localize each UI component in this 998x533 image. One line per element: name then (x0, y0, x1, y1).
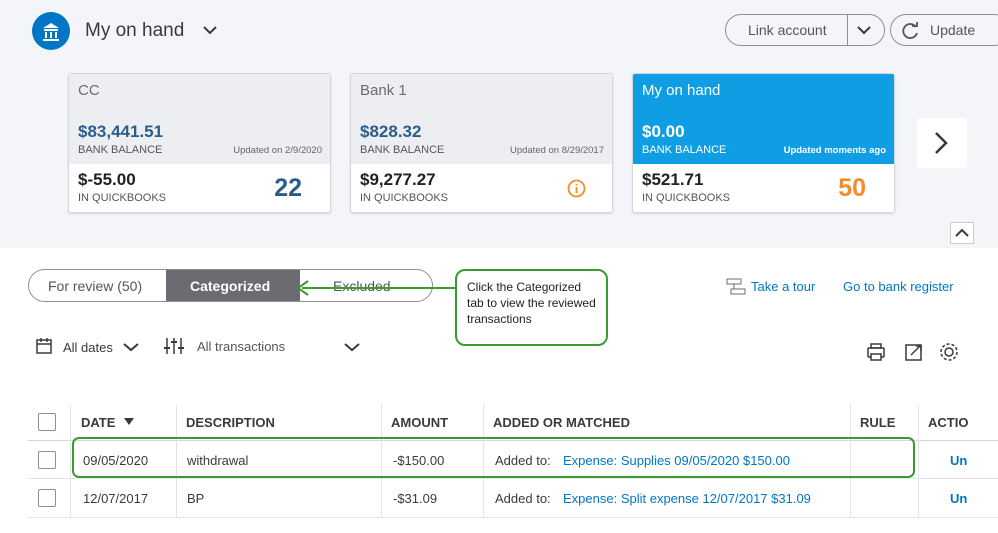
dropdown[interactable] (857, 25, 871, 35)
calendar-icon (36, 338, 52, 354)
next-button[interactable] (917, 118, 967, 168)
description: BP (187, 491, 205, 506)
col-line (176, 405, 177, 518)
checkbox[interactable] (38, 413, 56, 431)
count: 22 (274, 174, 302, 202)
column-header[interactable]: DATE (81, 415, 116, 430)
link-account-button[interactable] (725, 14, 885, 46)
card-name: My on hand (642, 82, 721, 99)
update-button[interactable] (890, 14, 998, 46)
callout-arrow (296, 280, 455, 296)
action[interactable]: Un (950, 453, 968, 468)
added-label: Added to: (495, 453, 551, 468)
added-label: Added to: (495, 491, 551, 506)
link[interactable]: Take a tour (751, 279, 816, 294)
tab-group (28, 269, 433, 302)
column-header: ACTIO (928, 415, 969, 430)
bank-icon (32, 12, 70, 50)
qb-label: IN QUICKBOOKS (642, 192, 731, 204)
update-label[interactable]: Update (930, 22, 976, 38)
tab[interactable]: Categorized (190, 278, 271, 294)
updated: Updated on 2/9/2020 (233, 145, 322, 156)
filter[interactable]: All dates (63, 340, 113, 355)
column-header: RULE (860, 415, 896, 430)
amount: -$31.09 (393, 491, 438, 506)
chevron[interactable] (344, 342, 360, 352)
toolbar-icons[interactable] (865, 341, 960, 363)
qb-balance: $-55.00 (78, 170, 136, 189)
filter-icon (164, 338, 184, 354)
chevron[interactable] (123, 342, 139, 352)
bank-balance: $828.32 (360, 122, 422, 141)
checkbox[interactable] (38, 451, 56, 469)
tab[interactable]: Excluded (333, 278, 391, 294)
qb-balance: $521.71 (642, 170, 704, 189)
checkbox[interactable] (38, 489, 56, 507)
info-icon (567, 179, 586, 198)
added-link[interactable]: Expense: Supplies 09/05/2020 $150.00 (563, 453, 790, 468)
col-line (381, 405, 382, 518)
bank-balance: $83,441.51 (78, 122, 164, 141)
collapse-button[interactable] (950, 222, 974, 244)
divider (847, 14, 848, 46)
col-line (483, 405, 484, 518)
tour-icon (726, 278, 746, 295)
sort-icon (124, 418, 134, 425)
tab[interactable]: For review (50) (48, 278, 143, 294)
filter[interactable]: All transactions (197, 339, 286, 354)
card-top (69, 74, 330, 164)
chevron[interactable] (203, 25, 217, 35)
updated: Updated moments ago (783, 145, 886, 156)
col-line (918, 405, 919, 518)
collapse-arrow (955, 228, 969, 237)
col-line (70, 405, 71, 518)
qb-label: IN QUICKBOOKS (360, 192, 449, 204)
count: 50 (838, 174, 866, 202)
bank-balance: $0.00 (642, 122, 685, 141)
link-account-label[interactable]: Link account (748, 22, 827, 38)
column-header: ADDED OR MATCHED (493, 415, 630, 430)
col-line (850, 405, 851, 518)
refresh-icon (902, 22, 918, 39)
qb-balance: $9,277.27 (360, 170, 436, 189)
card-name: CC (78, 82, 100, 99)
updated: Updated on 8/29/2017 (509, 145, 604, 156)
link[interactable]: Go to bank register (843, 279, 954, 294)
account-title[interactable]: My on hand (85, 20, 185, 41)
tab-selected[interactable] (166, 270, 300, 301)
action[interactable]: Un (950, 491, 968, 506)
column-header: AMOUNT (391, 415, 449, 430)
qb-label: IN QUICKBOOKS (78, 192, 167, 204)
description: withdrawal (187, 453, 249, 468)
card-top (633, 74, 894, 164)
column-header: DESCRIPTION (186, 415, 275, 430)
account-card[interactable]: CC $83,441.51 BANK BALANCE Updated on 2/… (68, 73, 331, 213)
added-link[interactable]: Expense: Split expense 12/07/2017 $31.09 (563, 491, 811, 506)
amount: -$150.00 (393, 453, 445, 468)
date: 09/05/2020 (83, 453, 149, 468)
row-line (28, 440, 998, 441)
date: 12/07/2017 (83, 491, 149, 506)
row-line (28, 517, 998, 518)
bank-balance-label: BANK BALANCE (78, 144, 163, 156)
callout-box (455, 269, 608, 346)
card-name: Bank 1 (360, 82, 407, 99)
next-arrow (935, 132, 948, 154)
highlight (72, 437, 915, 478)
row-line (28, 478, 998, 479)
callout-text: Click the Categorized tab to view the re… (467, 280, 596, 326)
bank-balance-label: BANK BALANCE (360, 144, 445, 156)
bank-balance-label: BANK BALANCE (642, 144, 727, 156)
account-card[interactable]: My on hand $0.00 BANK BALANCE Updated mo… (632, 73, 895, 213)
card-top (351, 74, 612, 164)
account-card[interactable]: Bank 1 $828.32 BANK BALANCE Updated on 8… (350, 73, 613, 213)
